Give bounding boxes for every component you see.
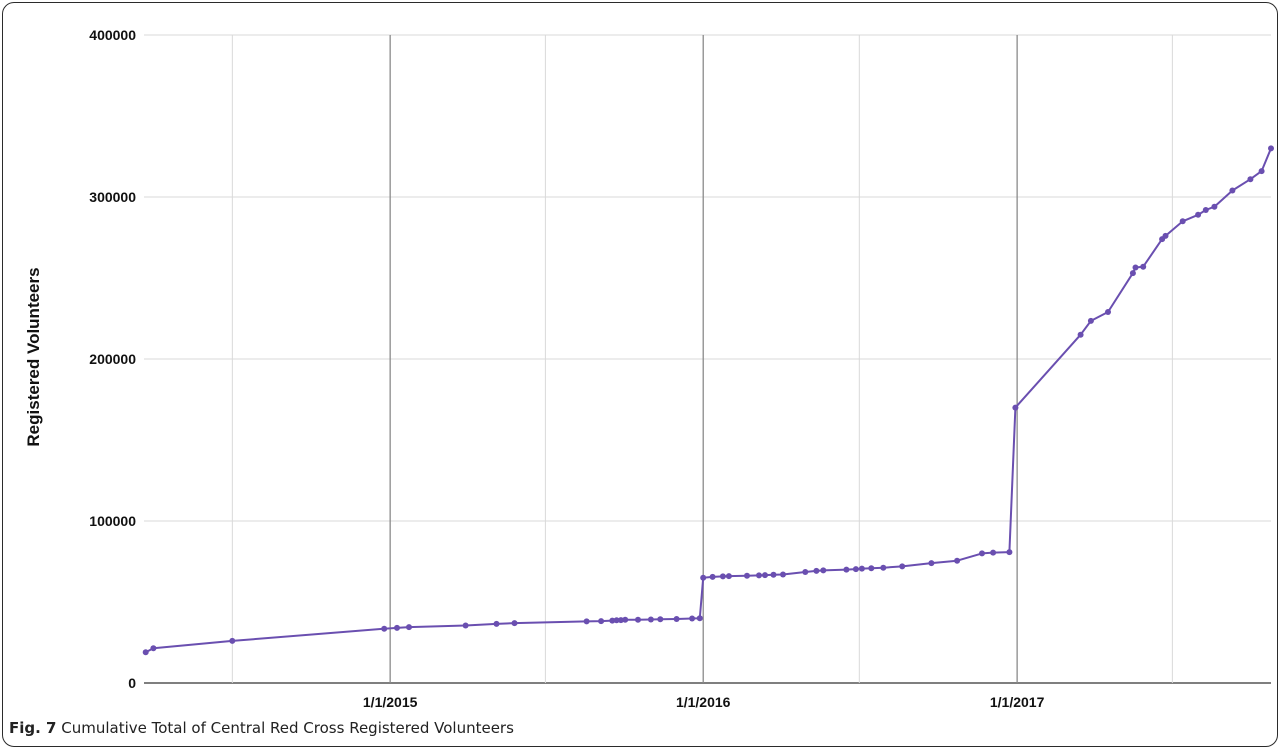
data-point bbox=[858, 565, 865, 572]
data-point bbox=[1132, 264, 1139, 271]
x-tick-label: 1/1/2017 bbox=[990, 694, 1045, 710]
data-point bbox=[609, 617, 616, 624]
line-chart: 0 100000 200000 300000 400000 1/1/2015 1/1/201… bbox=[89, 27, 1274, 710]
y-tick-label: 200000 bbox=[89, 351, 136, 367]
data-point bbox=[954, 557, 961, 564]
data-point bbox=[511, 620, 518, 627]
data-point bbox=[813, 567, 820, 574]
data-point bbox=[762, 572, 768, 579]
data-point bbox=[1006, 549, 1013, 556]
data-point bbox=[880, 564, 887, 571]
series-line bbox=[145, 148, 1272, 654]
data-point bbox=[1105, 309, 1111, 315]
data-point bbox=[598, 618, 605, 625]
data-point bbox=[928, 560, 935, 567]
data-point bbox=[1140, 263, 1147, 270]
data-point bbox=[657, 616, 664, 623]
data-point bbox=[622, 616, 629, 623]
data-point bbox=[381, 625, 388, 632]
data-point bbox=[689, 615, 696, 622]
data-point bbox=[229, 637, 236, 644]
data-point bbox=[843, 566, 850, 573]
data-point bbox=[700, 574, 707, 581]
x-tick-label: 1/1/2015 bbox=[363, 694, 418, 710]
y-tick-label: 100000 bbox=[89, 513, 136, 529]
data-point bbox=[1162, 232, 1169, 239]
data-point bbox=[802, 569, 809, 575]
data-point bbox=[673, 616, 680, 622]
y-tick-label: 0 bbox=[128, 675, 136, 691]
data-point bbox=[696, 615, 703, 622]
data-point bbox=[756, 572, 762, 579]
data-point bbox=[820, 567, 827, 574]
data-point bbox=[1012, 404, 1019, 411]
data-point bbox=[990, 549, 997, 556]
data-point bbox=[719, 573, 726, 580]
data-point bbox=[1202, 207, 1209, 213]
data-point bbox=[1268, 145, 1274, 152]
data-point bbox=[979, 550, 985, 557]
data-point bbox=[583, 618, 590, 625]
data-point bbox=[852, 566, 859, 573]
data-point bbox=[142, 649, 149, 656]
data-point bbox=[1179, 218, 1186, 225]
data-point bbox=[394, 624, 400, 631]
y-tick-label: 400000 bbox=[89, 27, 136, 43]
gridlines bbox=[144, 34, 1271, 684]
data-point bbox=[1087, 317, 1094, 324]
data-point bbox=[1077, 331, 1084, 338]
data-point bbox=[1211, 203, 1218, 210]
series-volunteers bbox=[142, 145, 1274, 656]
data-point bbox=[780, 571, 786, 578]
data-point bbox=[1129, 270, 1136, 277]
data-point bbox=[899, 563, 906, 570]
data-point bbox=[1258, 168, 1265, 175]
data-point bbox=[1229, 187, 1236, 194]
data-point bbox=[647, 616, 654, 623]
data-point bbox=[635, 616, 641, 623]
data-point bbox=[493, 620, 500, 627]
y-tick-label: 300000 bbox=[89, 189, 136, 205]
data-point bbox=[150, 645, 157, 652]
figure-number: Fig. 7 bbox=[9, 719, 57, 737]
x-tick-label: 1/1/2016 bbox=[676, 694, 731, 710]
data-point bbox=[406, 624, 412, 631]
caption-text: Cumulative Total of Central Red Cross Re… bbox=[56, 719, 514, 737]
axis-ticks: 0 100000 200000 300000 400000 1/1/2015 1/1/201… bbox=[89, 27, 1044, 710]
data-point bbox=[725, 573, 732, 580]
data-point bbox=[744, 572, 750, 579]
data-point bbox=[1247, 176, 1254, 183]
data-point bbox=[868, 565, 875, 572]
figure-caption: Fig. 7 Cumulative Total of Central Red C… bbox=[9, 719, 514, 737]
data-point bbox=[617, 617, 624, 624]
data-point bbox=[709, 573, 716, 580]
data-point bbox=[462, 622, 469, 629]
data-point bbox=[770, 571, 777, 578]
data-point bbox=[1195, 211, 1202, 218]
data-point bbox=[613, 617, 620, 624]
y-axis-label: Registered Volunteers bbox=[24, 267, 43, 447]
